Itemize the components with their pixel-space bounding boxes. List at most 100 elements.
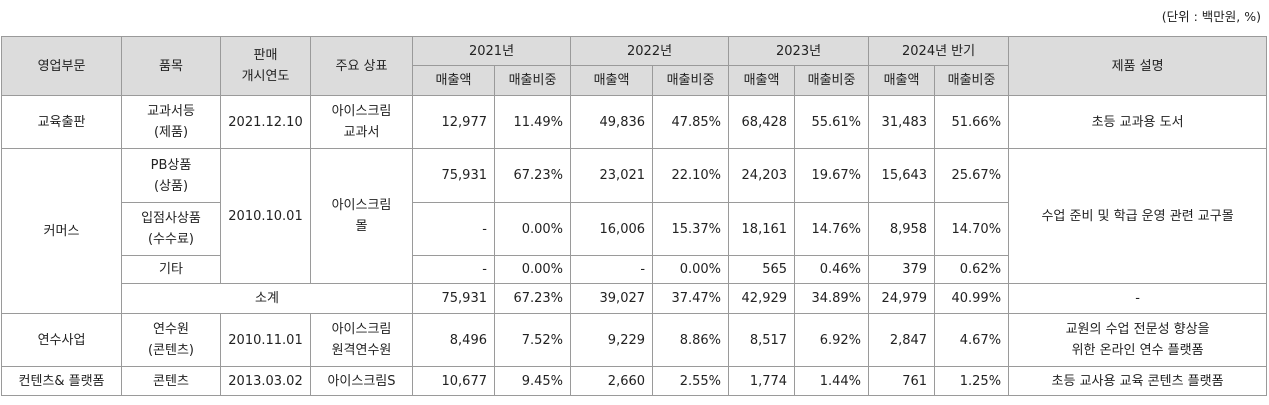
header-sales: 매출액 bbox=[868, 65, 936, 96]
header-year-2022: 2022년 bbox=[570, 36, 730, 66]
header-segment: 영업부문 bbox=[1, 36, 122, 96]
item-cell: 콘텐츠 bbox=[121, 366, 221, 396]
value-cell: 11.49% bbox=[493, 95, 572, 149]
subtotal-row: 소계 75,931 67.23% 39,027 37.47% 42,929 34… bbox=[2, 283, 1268, 314]
header-year-2023: 2023년 bbox=[728, 36, 870, 66]
value-cell: 0.46% bbox=[794, 255, 870, 284]
value-cell: 8,496 bbox=[412, 313, 495, 367]
value-cell: 47.85% bbox=[652, 95, 730, 149]
header-launch-line2: 개시연도 bbox=[241, 69, 290, 84]
value-cell: 0.00% bbox=[493, 202, 572, 256]
value-cell: 6.92% bbox=[794, 313, 870, 367]
item-cell: PB상품 (상품) bbox=[121, 148, 221, 203]
sales-table: 영업부문 품목 판매 개시연도 주요 상표 2021년 2022년 2023년 … bbox=[1, 36, 1268, 396]
value-cell: 14.70% bbox=[934, 202, 1010, 256]
header-ratio: 매출비중 bbox=[794, 65, 870, 96]
value-cell: 75,931 bbox=[412, 283, 495, 314]
value-cell: 34.89% bbox=[794, 283, 870, 314]
value-cell: 761 bbox=[868, 366, 936, 396]
value-cell: 18,161 bbox=[728, 202, 796, 256]
table-row: 커머스 PB상품 (상품) 2010.10.01 아이스크림 몰 75,931 … bbox=[1, 148, 1268, 314]
brand-cell: 아이스크림 원격연수원 bbox=[310, 313, 413, 367]
segment-cell: 교육출판 bbox=[1, 95, 122, 149]
value-cell: 23,021 bbox=[570, 148, 654, 203]
brand-cell: 아이스크림 교과서 bbox=[310, 95, 413, 149]
description-cell: - bbox=[1008, 283, 1268, 314]
table-row: 교육출판 교과서등 (제품) 2021.12.10 아이스크림 교과서 12,9… bbox=[1, 95, 1268, 149]
value-cell: 24,979 bbox=[868, 283, 936, 314]
value-cell: 49,836 bbox=[570, 95, 654, 149]
header-ratio: 매출비중 bbox=[493, 65, 572, 96]
segment-cell: 연수사업 bbox=[1, 313, 122, 367]
value-cell: 565 bbox=[728, 255, 796, 284]
launch-cell: 2010.11.01 bbox=[220, 313, 311, 367]
header-row-sub: 매출액 매출비중 매출액 매출비중 매출액 매출비중 매출액 매출비중 bbox=[2, 65, 1267, 96]
value-cell: 16,006 bbox=[570, 202, 654, 256]
description-cell: 초등 교사용 교육 콘텐츠 플랫폼 bbox=[1008, 366, 1268, 396]
subtotal-label: 소계 bbox=[121, 283, 413, 314]
brand-cell: 아이스크림S bbox=[310, 366, 413, 396]
header-year-2021: 2021년 bbox=[411, 36, 572, 66]
value-cell: 42,929 bbox=[728, 283, 796, 314]
value-cell: 40.99% bbox=[934, 283, 1010, 314]
value-cell: - bbox=[412, 255, 495, 284]
value-cell: 9.45% bbox=[493, 366, 572, 396]
value-cell: - bbox=[570, 255, 654, 284]
value-cell: 15,643 bbox=[868, 148, 936, 203]
launch-cell: 2013.03.02 bbox=[220, 366, 311, 396]
header-sales: 매출액 bbox=[412, 65, 495, 96]
value-cell: 8,958 bbox=[868, 202, 936, 256]
header-launch: 판매 개시연도 bbox=[220, 36, 311, 96]
value-cell: 2.55% bbox=[652, 366, 730, 396]
value-cell: 8.86% bbox=[652, 313, 730, 367]
value-cell: 9,229 bbox=[570, 313, 654, 367]
header-year-2024h1: 2024년 반기 bbox=[868, 36, 1010, 66]
description-cell: 초등 교과용 도서 bbox=[1008, 95, 1268, 149]
value-cell: 14.76% bbox=[794, 202, 870, 256]
value-cell: 0.62% bbox=[934, 255, 1010, 284]
item-cell: 기타 bbox=[121, 255, 221, 284]
value-cell: 24,203 bbox=[728, 148, 796, 203]
value-cell: 68,428 bbox=[728, 95, 796, 149]
header-description: 제품 설명 bbox=[1008, 36, 1268, 96]
launch-cell: 2021.12.10 bbox=[220, 95, 311, 149]
value-cell: - bbox=[412, 202, 495, 256]
description-cell: 교원의 수업 전문성 향상을 위한 온라인 연수 플랫폼 bbox=[1008, 313, 1268, 367]
value-cell: 19.67% bbox=[794, 148, 870, 203]
value-cell: 12,977 bbox=[412, 95, 495, 149]
value-cell: 7.52% bbox=[493, 313, 572, 367]
value-cell: 31,483 bbox=[868, 95, 936, 149]
value-cell: 1,774 bbox=[728, 366, 796, 396]
segment-cell: 커머스 bbox=[1, 148, 122, 314]
value-cell: 2,847 bbox=[868, 313, 936, 367]
segment-cell: 컨텐츠& 플랫폼 bbox=[1, 366, 122, 396]
description-cell: 수업 준비 및 학급 운영 관련 교구몰 bbox=[1008, 148, 1268, 284]
value-cell: 379 bbox=[868, 255, 936, 284]
value-cell: 75,931 bbox=[412, 148, 495, 203]
value-cell: 8,517 bbox=[728, 313, 796, 367]
item-cell: 입점사상품 (수수료) bbox=[121, 202, 221, 256]
value-cell: 0.00% bbox=[493, 255, 572, 284]
header-sales: 매출액 bbox=[570, 65, 654, 96]
value-cell: 67.23% bbox=[493, 283, 572, 314]
value-cell: 10,677 bbox=[412, 366, 495, 396]
header-item: 품목 bbox=[121, 36, 221, 96]
value-cell: 55.61% bbox=[794, 95, 870, 149]
header-brand: 주요 상표 bbox=[310, 36, 413, 96]
table-row: 연수사업 연수원 (콘텐츠) 2010.11.01 아이스크림 원격연수원 8,… bbox=[1, 313, 1268, 367]
value-cell: 22.10% bbox=[652, 148, 730, 203]
value-cell: 0.00% bbox=[652, 255, 730, 284]
header-ratio: 매출비중 bbox=[934, 65, 1010, 96]
value-cell: 67.23% bbox=[493, 148, 572, 203]
brand-cell: 아이스크림 몰 bbox=[310, 148, 413, 284]
unit-note: (단위 : 백만원, %) bbox=[1161, 9, 1261, 24]
header-sales: 매출액 bbox=[728, 65, 796, 96]
value-cell: 39,027 bbox=[570, 283, 654, 314]
table-row: 기타 - 0.00% - 0.00% 565 0.46% 379 0.62% bbox=[2, 255, 1267, 284]
value-cell: 4.67% bbox=[934, 313, 1010, 367]
value-cell: 1.25% bbox=[934, 366, 1010, 396]
value-cell: 37.47% bbox=[652, 283, 730, 314]
launch-cell: 2010.10.01 bbox=[220, 148, 311, 284]
header-launch-line1: 판매 bbox=[253, 48, 278, 63]
item-cell: 교과서등 (제품) bbox=[121, 95, 221, 149]
